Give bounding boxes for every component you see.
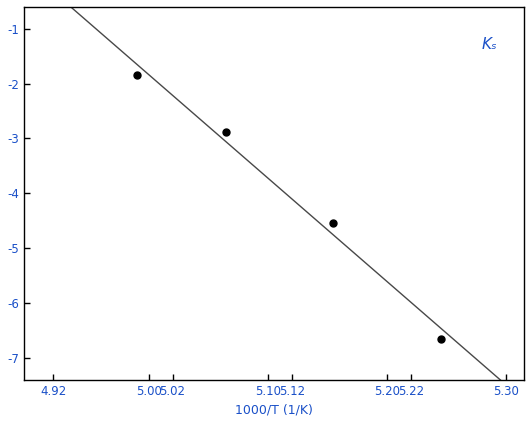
Point — [436, 335, 445, 342]
Text: Kₛ: Kₛ — [481, 37, 497, 52]
Point — [133, 72, 141, 79]
Point — [222, 129, 230, 135]
X-axis label: 1000/T (1/K): 1000/T (1/K) — [235, 403, 313, 416]
Point — [329, 220, 338, 227]
